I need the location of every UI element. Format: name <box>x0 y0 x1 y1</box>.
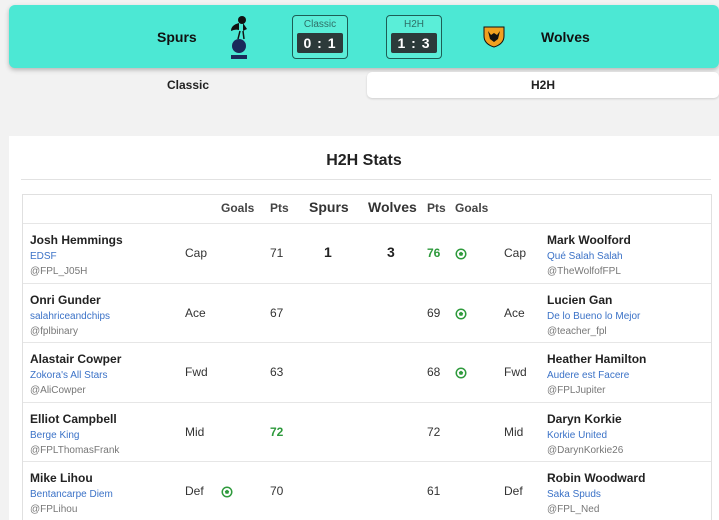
away-points: 76 <box>427 246 441 260</box>
col-pts-left: Pts <box>270 201 289 215</box>
home-manager-name: Alastair Cowper <box>30 352 122 367</box>
home-position: Def <box>185 484 204 499</box>
away-manager-handle: @FPLJupiter <box>547 385 606 397</box>
home-manager-name: Onri Gunder <box>30 292 101 307</box>
home-points: 67 <box>270 305 284 320</box>
home-manager-handle: @FPLihou <box>30 504 78 516</box>
away-points: 68 <box>427 365 441 380</box>
away-position: Mid <box>504 424 524 439</box>
home-team-link[interactable]: salahriceandchips <box>30 310 111 322</box>
home-manager-handle: @fplbinary <box>30 325 78 337</box>
home-points: 70 <box>270 484 284 499</box>
away-team-link[interactable]: De lo Bueno lo Mejor <box>547 310 641 322</box>
away-team-link[interactable]: Qué Salah Salah <box>547 251 623 262</box>
home-position: Fwd <box>185 365 208 380</box>
classic-score-box: Classic 0 : 1 <box>292 15 348 59</box>
away-manager-handle: @DarynKorkie26 <box>547 444 624 456</box>
table-row: Josh Hemmings EDSF @FPL_J05H Cap 71 1 3 76 Cap Ma… <box>23 223 711 283</box>
table-row: Mike Lihou Bentancarpe Diem @FPLihou Def 70 6… <box>23 461 711 520</box>
home-points: 72 <box>270 424 284 439</box>
away-position: Cap <box>504 246 527 260</box>
home-manager-handle: @FPLThomasFrank <box>30 444 120 456</box>
away-team-link[interactable]: Korkie United <box>547 429 608 441</box>
away-points: 61 <box>427 484 441 499</box>
h2h-stats-panel: H2H Stats Goals Pts Spurs Wolves Pts Goa… <box>9 136 719 520</box>
home-manager-name: Mike Lihou <box>30 471 93 486</box>
h2h-stats-table: Goals Pts Spurs Wolves Pts Goals Josh He… <box>22 194 712 520</box>
football-icon <box>455 307 467 320</box>
away-manager-name: Heather Hamilton <box>547 352 647 367</box>
home-team-link[interactable]: EDSF <box>30 251 57 262</box>
classic-score-label: Classic <box>303 19 337 30</box>
away-manager-name: Robin Woodward <box>547 471 646 486</box>
wolves-crest-icon <box>483 26 505 48</box>
panel-title: H2H Stats <box>326 152 402 169</box>
home-position: Ace <box>185 305 206 320</box>
h2h-score-box: H2H 1 : 3 <box>386 15 442 59</box>
football-icon <box>221 485 233 498</box>
match-header: Spurs Classic 0 : 1 H2H 1 : 3 Wolves <box>9 5 719 68</box>
home-manager-name: Josh Hemmings <box>30 233 123 247</box>
col-goals-right: Goals <box>455 201 489 215</box>
away-team-link[interactable]: Saka Spuds <box>547 489 601 501</box>
home-points: 63 <box>270 365 284 380</box>
away-manager-handle: @TheWolfofFPL <box>547 266 621 277</box>
col-away-team: Wolves <box>368 199 417 215</box>
away-manager-handle: @FPL_Ned <box>547 504 600 516</box>
away-points: 72 <box>427 424 441 439</box>
home-manager-handle: @FPL_J05H <box>30 266 88 277</box>
away-position: Ace <box>504 305 525 320</box>
away-points: 69 <box>427 305 441 320</box>
home-position: Cap <box>185 246 208 260</box>
col-pts-right: Pts <box>427 201 446 215</box>
home-manager-handle: @AliCowper <box>30 385 86 397</box>
home-team-link[interactable]: Berge King <box>30 429 80 441</box>
table-row: Onri Gunder salahriceandchips @fplbinary Ac… <box>23 282 711 343</box>
football-icon <box>455 247 467 260</box>
home-points: 71 <box>270 246 284 260</box>
tab-classic[interactable]: Classic <box>166 78 210 92</box>
col-goals-left: Goals <box>221 201 255 215</box>
home-team-link[interactable]: Zokora's All Stars <box>30 370 108 382</box>
home-position: Mid <box>185 424 205 439</box>
h2h-score: 1 : 3 <box>391 33 437 53</box>
away-manager-handle: @teacher_fpl <box>547 325 607 337</box>
away-h2h-goals: 3 <box>387 244 395 260</box>
away-manager-name: Mark Woolford <box>547 233 631 247</box>
home-manager-name: Elliot Campbell <box>30 411 117 426</box>
away-position: Def <box>504 484 523 499</box>
away-position: Fwd <box>504 365 527 380</box>
home-h2h-goals: 1 <box>324 244 332 260</box>
table-row: Elliot Campbell Berge King @FPLThomasFrank… <box>23 401 711 462</box>
home-team-link[interactable]: Bentancarpe Diem <box>30 489 113 501</box>
home-team-name: Spurs <box>157 29 197 45</box>
tab-h2h[interactable]: H2H <box>367 72 719 98</box>
away-manager-name: Lucien Gan <box>547 292 613 307</box>
divider <box>21 179 711 180</box>
table-row: Alastair Cowper Zokora's All Stars @AliCow… <box>23 342 711 402</box>
football-icon <box>455 366 467 379</box>
h2h-score-label: H2H <box>403 19 424 30</box>
away-team-link[interactable]: Audere est Facere <box>547 370 630 382</box>
spurs-crest-icon <box>231 16 247 59</box>
classic-score: 0 : 1 <box>297 33 343 53</box>
away-team-name: Wolves <box>541 29 590 45</box>
away-manager-name: Daryn Korkie <box>547 411 622 426</box>
col-home-team: Spurs <box>309 199 349 215</box>
